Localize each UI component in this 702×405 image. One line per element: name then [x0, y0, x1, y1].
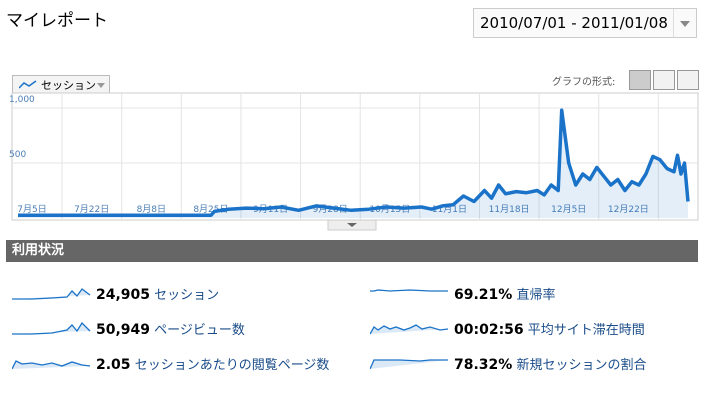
- metric-label[interactable]: 新規セッションの割合: [516, 358, 647, 373]
- metric-text: 69.21% 直帰率: [454, 283, 702, 308]
- page-title: マイレポート: [6, 11, 108, 31]
- sparkline: [12, 288, 91, 300]
- metric-value: 69.21%: [454, 287, 513, 303]
- tab-arrow: [97, 83, 105, 88]
- sparkline-path: [12, 288, 91, 300]
- metric-value: 2.05: [96, 357, 131, 373]
- x-tick-label: 12月5日: [551, 204, 586, 215]
- date-picker[interactable]: 2010/07/01 - 2011/01/08: [473, 8, 697, 38]
- metric-value: 00:02:56: [454, 322, 524, 338]
- handle-arrow: [347, 223, 357, 227]
- sparkline: [370, 359, 448, 370]
- section-header: 利用状況: [6, 240, 698, 262]
- metric-text: 24,905 セッション: [96, 283, 346, 308]
- metric-text: 2.05 セッションあたりの閲覧ページ数: [96, 353, 341, 378]
- x-tick-label: 8月8日: [137, 204, 166, 215]
- metric-label[interactable]: 平均サイト滞在時間: [527, 323, 645, 338]
- metric-text: 00:02:56 平均サイト滞在時間: [454, 318, 702, 343]
- metric-label[interactable]: 直帰率: [516, 288, 556, 303]
- x-tick-label: 11月1日: [432, 204, 467, 215]
- metric-tab[interactable]: セッション: [12, 75, 110, 94]
- dropdown-arrow: [673, 9, 696, 37]
- metric-text: 78.32% 新規セッションの割合: [454, 353, 702, 378]
- y-tick-label: 1,000: [9, 95, 35, 105]
- arrow-icon: [680, 21, 690, 27]
- area: [18, 110, 688, 218]
- graph-button[interactable]: [677, 70, 699, 90]
- metric-value: 78.32%: [454, 357, 513, 373]
- x-tick-label: 12月22日: [608, 204, 649, 215]
- chart-frame: [11, 92, 699, 221]
- tab-label: セッション: [41, 79, 96, 92]
- metric-label[interactable]: セッションあたりの閲覧ページ数: [134, 358, 330, 373]
- graph-type-label: グラフの形式:: [552, 77, 616, 88]
- graph-button[interactable]: [629, 70, 651, 90]
- x-tick-label: 11月18日: [489, 204, 530, 215]
- graph-button[interactable]: [653, 70, 675, 90]
- date-range: 2010/07/01 - 2011/01/08: [480, 14, 668, 32]
- sparkline-path: [370, 289, 448, 292]
- sparkline-path: [370, 324, 449, 335]
- metric-label[interactable]: セッション: [154, 288, 220, 303]
- line: [18, 108, 690, 218]
- sparkline: [12, 360, 91, 370]
- sparkline: [12, 321, 91, 335]
- x-tick-label: 8月25日: [193, 204, 228, 215]
- x-tick-label: 7月5日: [17, 204, 46, 215]
- metric-value: 24,905: [96, 287, 151, 303]
- sparkline-path: [370, 359, 448, 370]
- sparkline-path: [12, 321, 91, 335]
- sparkline-path: [12, 360, 91, 370]
- x-tick-label: 7月22日: [74, 204, 109, 215]
- metric-label[interactable]: ページビュー数: [154, 323, 245, 338]
- line-icon: [19, 80, 37, 89]
- y-tick-label: 500: [9, 150, 26, 160]
- x-tick-label: 10月15日: [369, 204, 410, 215]
- metric-value: 50,949: [96, 322, 151, 338]
- sparkline: [370, 289, 448, 292]
- x-tick-label: 9月28日: [313, 204, 348, 215]
- sparkline: [370, 324, 449, 335]
- metric-text: 50,949 ページビュー数: [96, 318, 346, 343]
